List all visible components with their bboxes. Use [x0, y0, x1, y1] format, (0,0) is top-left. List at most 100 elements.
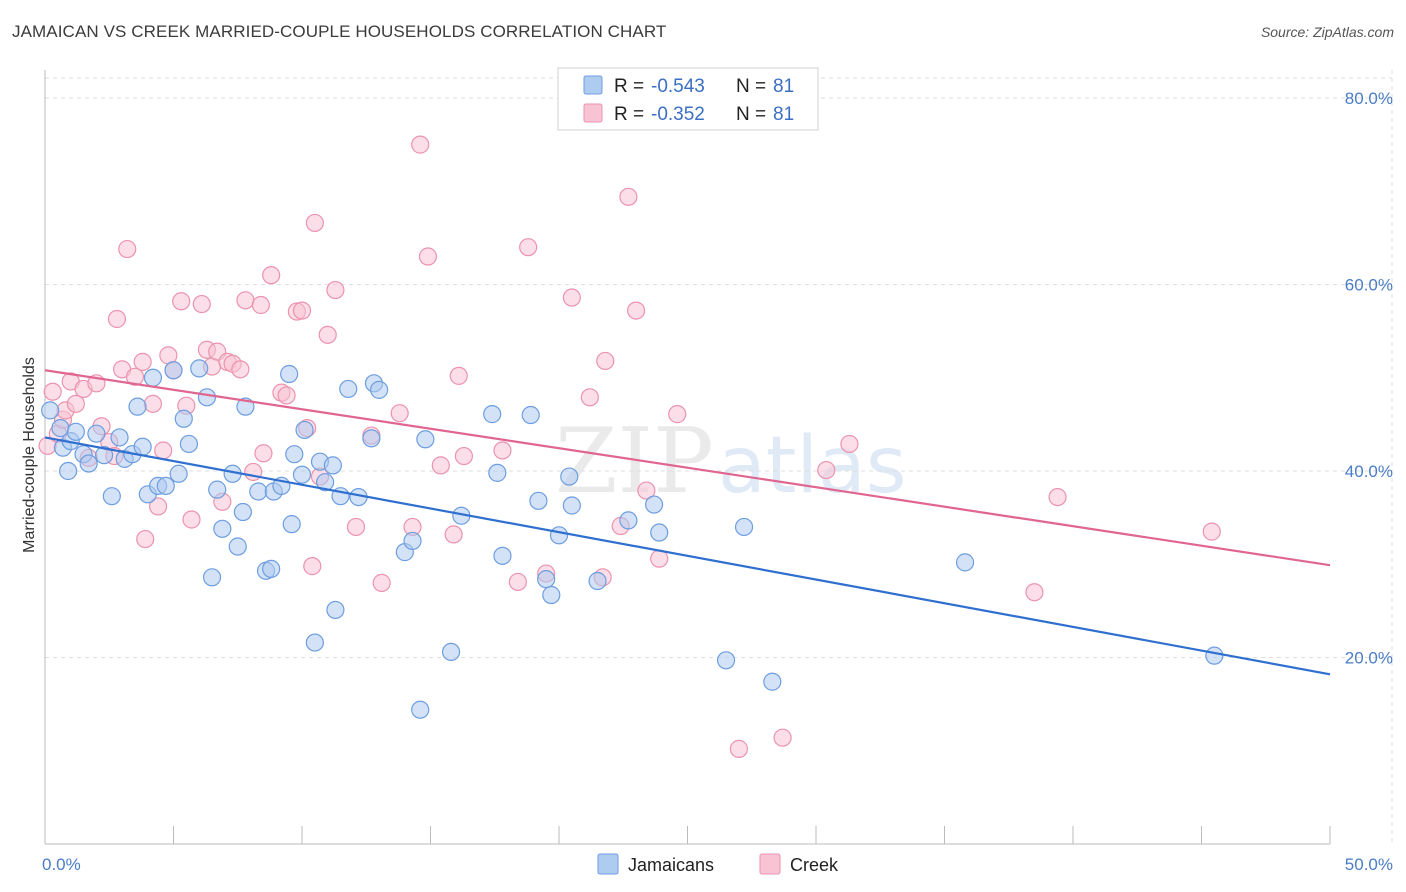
- jamaican-point: [41, 401, 60, 420]
- jamaican-point: [233, 502, 252, 522]
- jamaican-point: [326, 600, 345, 620]
- ticks: [173, 826, 1331, 844]
- jamaican-point: [169, 464, 188, 483]
- creek-point: [817, 460, 836, 480]
- creek-point: [668, 405, 687, 424]
- watermark: ZIP atlas: [555, 409, 907, 514]
- y-tick-label: 60.0%: [1345, 275, 1393, 294]
- creek-point: [318, 325, 337, 344]
- jamaican-point: [208, 480, 227, 499]
- x-tick-label: 50.0%: [1345, 855, 1393, 874]
- jamaican-point: [411, 700, 430, 719]
- creek-point: [192, 294, 211, 314]
- jamaican-point: [179, 434, 199, 454]
- chart-title: JAMAICAN VS CREEK MARRIED-COUPLE HOUSEHO…: [12, 22, 667, 41]
- creek-point: [1025, 583, 1044, 602]
- y-tick-label: 80.0%: [1345, 89, 1393, 108]
- chart-source: Source: ZipAtlas.com: [1260, 24, 1394, 40]
- jamaican-point: [228, 537, 247, 556]
- jamaican-point: [128, 397, 147, 416]
- x-tick-labels: 0.0% 50.0%: [42, 855, 1393, 874]
- creek-point: [254, 444, 273, 463]
- creek-point: [637, 481, 656, 500]
- jamaican-point: [588, 571, 607, 591]
- jamaican-point: [282, 515, 301, 534]
- jamaican-point: [295, 420, 314, 440]
- jamaican-point: [305, 633, 324, 652]
- creek-point: [454, 446, 474, 466]
- creek-point: [580, 388, 599, 407]
- jamaican-trend-line: [44, 436, 1331, 676]
- creek-point: [154, 441, 173, 460]
- legend-n-label-jamaicans: N =: [736, 76, 766, 97]
- jamaican-point: [403, 531, 422, 551]
- jamaican-point: [362, 429, 381, 448]
- jamaican-point: [763, 672, 782, 691]
- creek-point: [619, 187, 638, 206]
- jamaican-point: [133, 437, 152, 456]
- jamaican-point: [483, 405, 502, 424]
- jamaican-point: [280, 364, 299, 384]
- jamaican-point: [521, 405, 540, 425]
- creek-point: [251, 295, 270, 315]
- bottom-legend-swatch-creek: [759, 853, 781, 875]
- bottom-legend-swatch-jamaicans: [597, 853, 619, 875]
- creek-point: [262, 266, 281, 285]
- creek-point: [449, 366, 468, 385]
- jamaican-point: [190, 359, 209, 378]
- jamaican-point: [562, 496, 581, 515]
- jamaican-point: [650, 523, 669, 542]
- creek-point: [305, 213, 324, 233]
- jamaican-point: [197, 388, 217, 407]
- jamaican-point: [549, 526, 569, 545]
- jamaican-point: [174, 409, 193, 428]
- jamaican-point: [202, 568, 222, 587]
- creek-point: [596, 351, 615, 371]
- creek-point: [125, 367, 145, 386]
- stats-legend: R = -0.543 N = 81 R = -0.352 N = 81: [557, 67, 819, 131]
- creek-point: [143, 394, 163, 413]
- creek-point: [182, 510, 201, 529]
- jamaican-point: [213, 519, 232, 538]
- creek-trend-line: [44, 369, 1331, 567]
- creek-point: [1048, 487, 1067, 507]
- jamaican-point: [79, 454, 98, 473]
- jamaican-point: [493, 546, 512, 565]
- creek-point: [148, 497, 168, 516]
- jamaican-point: [537, 570, 556, 589]
- creek-point: [118, 239, 137, 259]
- bottom-legend-creek: Creek: [790, 855, 839, 875]
- bottom-legend-jamaicans: Jamaicans: [628, 855, 714, 875]
- jamaican-point: [1205, 646, 1224, 665]
- x-tick-label: 0.0%: [42, 855, 81, 874]
- creek-point: [773, 728, 792, 747]
- y-tick-label: 20.0%: [1345, 648, 1393, 667]
- series-legend: Jamaicans Creek: [597, 853, 839, 875]
- jamaican-point: [716, 651, 736, 670]
- creek-point: [1202, 522, 1221, 541]
- legend-swatch-creek: [583, 103, 603, 123]
- jamaican-point: [370, 380, 389, 399]
- legend-n-value-creek: 81: [773, 104, 794, 125]
- creek-point: [107, 309, 127, 329]
- creek-point: [431, 456, 450, 475]
- creek-point: [372, 573, 391, 592]
- jamaican-point: [156, 476, 175, 496]
- y-tick-label: 40.0%: [1345, 462, 1393, 481]
- jamaican-point: [66, 422, 85, 441]
- jamaican-point: [644, 495, 664, 514]
- jamaican-point: [529, 491, 548, 510]
- jamaican-point: [619, 511, 638, 530]
- creek-point: [236, 291, 255, 310]
- jamaican-point: [323, 456, 342, 475]
- creek-point: [493, 441, 512, 460]
- creek-point: [133, 352, 152, 371]
- jamaican-point: [734, 517, 754, 537]
- y-tick-labels: 20.0% 40.0% 60.0% 80.0%: [1345, 89, 1393, 668]
- jamaican-point: [560, 467, 579, 486]
- jamaican-point: [262, 559, 281, 579]
- jamaican-point: [285, 445, 304, 464]
- legend-r-label-jamaicans: R =: [614, 76, 644, 97]
- jamaican-point: [102, 487, 121, 506]
- creek-point: [840, 434, 859, 454]
